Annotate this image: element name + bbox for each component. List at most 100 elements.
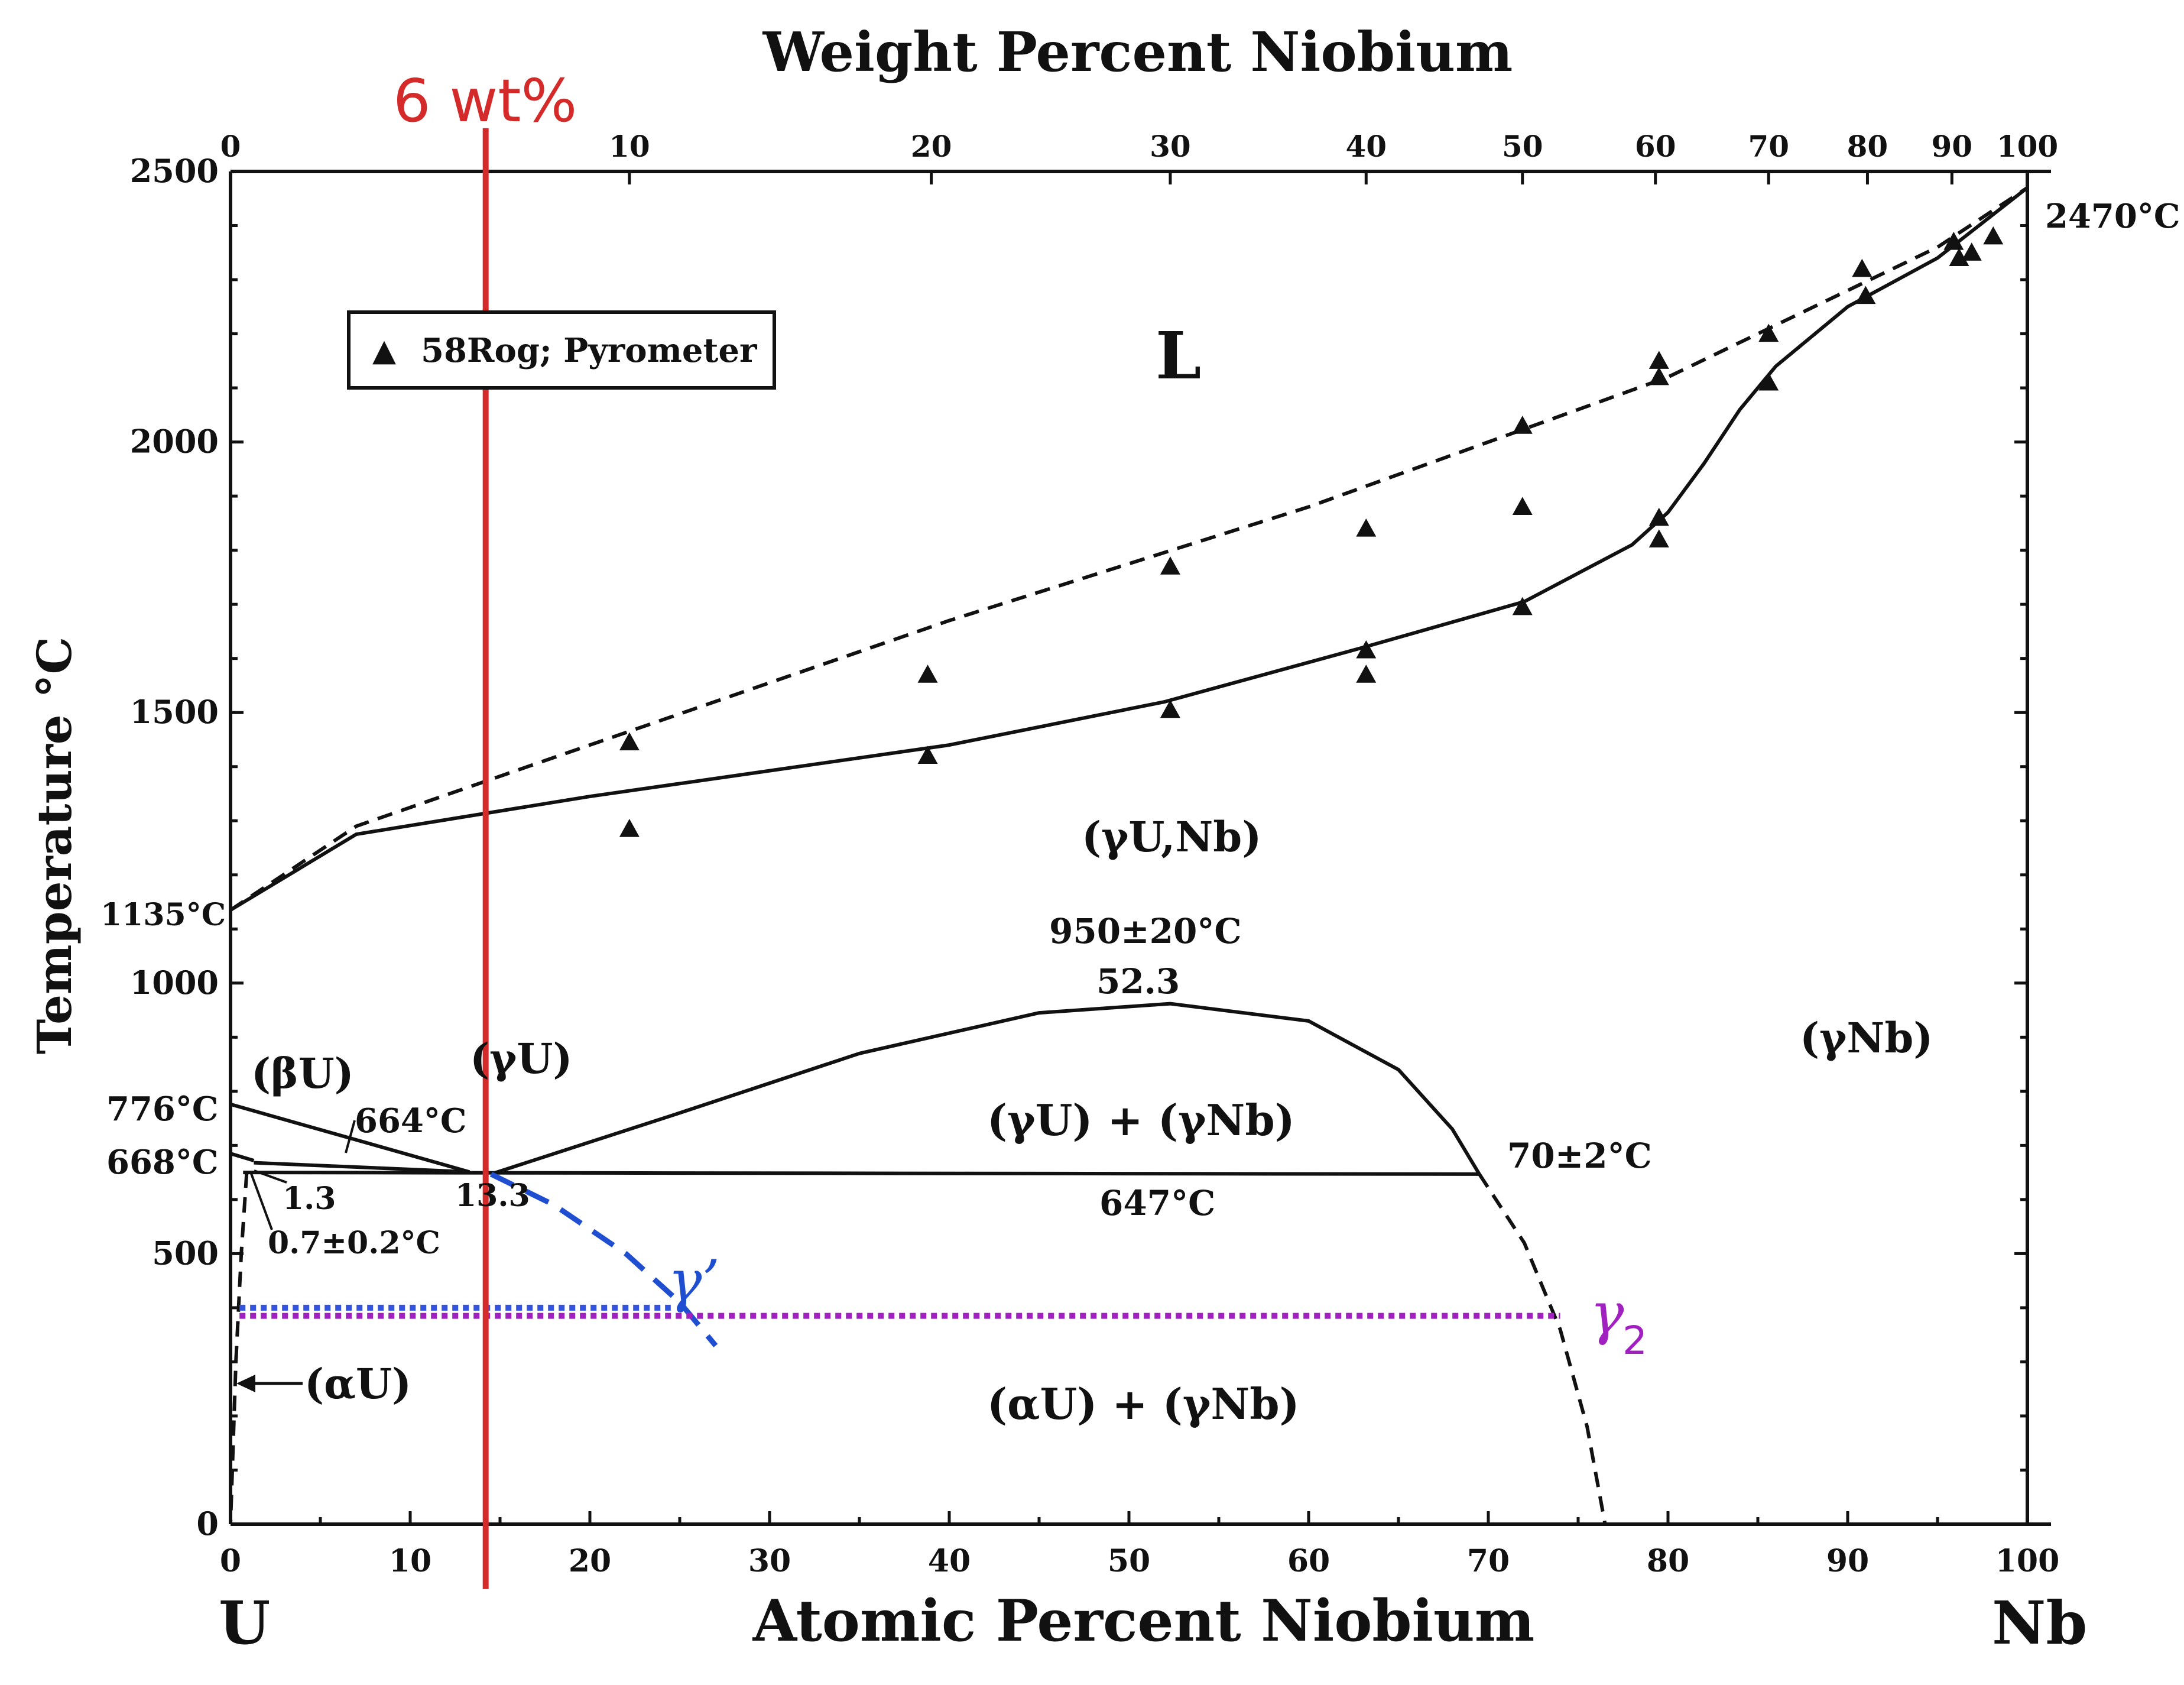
legend-box <box>347 310 776 390</box>
x-tick-label-2: 20 <box>569 1543 611 1579</box>
tick-label-group: 0 10 20 30 40 50 60 70 80 90 100050010001500200025… <box>130 129 2060 1579</box>
temp-2470-label: 2470°C <box>2045 197 2180 236</box>
y-tick-label-5: 2500 <box>130 152 219 190</box>
x-tick-label-4: 40 <box>928 1543 971 1579</box>
top-tick-label-10: 100 <box>1997 129 2058 164</box>
series-liquidus <box>229 186 2029 912</box>
x-tick-label-6: 60 <box>1287 1543 1330 1579</box>
data-point-21 <box>1949 248 1969 267</box>
alpha-u-plus-gamma-nb-label: (αU) + (γNb) <box>987 1379 1300 1429</box>
x-tick-label-3: 30 <box>748 1543 791 1579</box>
legend: ▲ 58Rog; Pyrometer <box>347 310 776 390</box>
marker-group <box>619 226 2004 837</box>
data-point-11 <box>1512 597 1533 615</box>
gamma-nb-label: (γNb) <box>1800 1013 1933 1062</box>
data-point-15 <box>1648 529 1669 547</box>
data-point-2 <box>917 665 938 683</box>
series-alpha-solvus <box>229 1172 249 1525</box>
data-point-7 <box>1356 640 1377 659</box>
temp-70-label: 70±2°C <box>1507 1136 1652 1176</box>
data-point-23 <box>1983 226 2004 245</box>
gamma-u-label: (γU) <box>470 1034 573 1083</box>
top-tick-label-7: 70 <box>1748 129 1789 164</box>
data-point-6 <box>1356 519 1377 537</box>
gamma2-label: γ <box>1590 1281 1624 1347</box>
top-tick-label-1: 10 <box>609 129 650 164</box>
gamma-u-plus-gamma-nb-label: (γU) + (γNb) <box>987 1095 1295 1145</box>
data-point-4 <box>1160 556 1180 575</box>
temp-647-label: 647°C <box>1099 1183 1215 1223</box>
data-point-13 <box>1648 367 1669 385</box>
chart-title: Weight Percent Niobium <box>762 20 1513 84</box>
x-tick-label-5: 50 <box>1108 1543 1150 1579</box>
top-tick-label-5: 50 <box>1502 129 1543 164</box>
data-point-16 <box>1758 323 1779 342</box>
top-tick-label-0: 0 <box>220 129 241 164</box>
data-point-14 <box>1648 507 1669 526</box>
series-miscibility-gap <box>490 1002 1481 1176</box>
y-axis-label: Temperature °C <box>27 637 82 1054</box>
x-tick-label-8: 80 <box>1647 1543 1689 1579</box>
top-tick-label-8: 80 <box>1847 129 1888 164</box>
top-tick-label-4: 40 <box>1345 129 1387 164</box>
data-point-1 <box>619 818 640 837</box>
right-end-label: Nb <box>1992 1588 2087 1658</box>
series-isotherm-668 <box>230 1152 255 1162</box>
wt6-label: 6 wt% <box>393 66 577 135</box>
x-tick-label-1: 10 <box>389 1543 431 1579</box>
alpha-u-label: (αU) <box>304 1359 411 1408</box>
temp-07-label: 0.7±0.2°C <box>268 1225 440 1261</box>
data-point-3 <box>917 746 938 764</box>
x-tick-label-10: 100 <box>1995 1543 2060 1579</box>
value-133-label: 13.3 <box>455 1178 530 1214</box>
leader-664 <box>345 1120 356 1153</box>
data-point-17 <box>1758 372 1779 391</box>
leader-13 <box>254 1169 287 1184</box>
y-tick-label-0: 0 <box>196 1505 219 1543</box>
temp-664-label: 664°C <box>355 1101 466 1140</box>
data-point-22 <box>1961 242 1982 261</box>
series-solidus <box>229 186 2029 912</box>
top-tick-label-6: 60 <box>1635 129 1676 164</box>
top-tick-label-9: 90 <box>1932 129 1973 164</box>
series-miscibility-gap-dashed <box>1478 1173 1607 1525</box>
value-13-label: 1.3 <box>283 1181 336 1217</box>
data-point-12 <box>1648 351 1669 369</box>
legend-label: 58Rog; Pyrometer <box>421 331 758 370</box>
gamma-u-nb-label: (γU,Nb) <box>1082 812 1261 861</box>
top-tick-label-3: 30 <box>1150 129 1191 164</box>
legend-marker: ▲ <box>372 332 396 368</box>
tick-group <box>229 170 2029 1526</box>
value-523-label: 52.3 <box>1096 961 1180 1002</box>
data-point-19 <box>1855 286 1876 304</box>
beta-u-label: (βU) <box>251 1049 354 1098</box>
y-tick-label-2: 1000 <box>130 964 219 1002</box>
y-tick-label-1: 500 <box>152 1234 219 1272</box>
data-point-10 <box>1512 497 1533 516</box>
x-axis-label: Atomic Percent Niobium <box>752 1587 1535 1654</box>
data-point-5 <box>1160 699 1180 718</box>
y-tick-label-4: 2000 <box>130 423 219 461</box>
leader-07 <box>250 1173 273 1230</box>
liquid-label: L <box>1156 317 1201 394</box>
gamma-prime-label: γ’ <box>668 1248 720 1314</box>
x-tick-label-7: 70 <box>1467 1543 1510 1579</box>
left-end-label: U <box>219 1588 270 1658</box>
temp-776-label: 776°C <box>106 1090 218 1129</box>
x-tick-label-0: 0 <box>220 1543 241 1579</box>
data-point-0 <box>619 732 640 751</box>
series-monotectoid-isotherm <box>243 1171 1479 1176</box>
temp-1135-label: 1135°C <box>100 897 226 933</box>
temp-950-label: 950±20°C <box>1049 911 1242 951</box>
data-point-8 <box>1356 665 1377 683</box>
x-tick-label-9: 90 <box>1826 1543 1869 1579</box>
data-point-9 <box>1512 416 1533 434</box>
alpha-u-arrowhead <box>236 1375 255 1392</box>
temp-668-label: 668°C <box>106 1143 218 1182</box>
data-point-18 <box>1852 258 1873 277</box>
y-tick-label-3: 1500 <box>130 693 219 731</box>
top-tick-label-2: 20 <box>911 129 952 164</box>
data-point-20 <box>1943 231 1964 250</box>
series-beta-boundary-lower <box>254 1161 470 1174</box>
